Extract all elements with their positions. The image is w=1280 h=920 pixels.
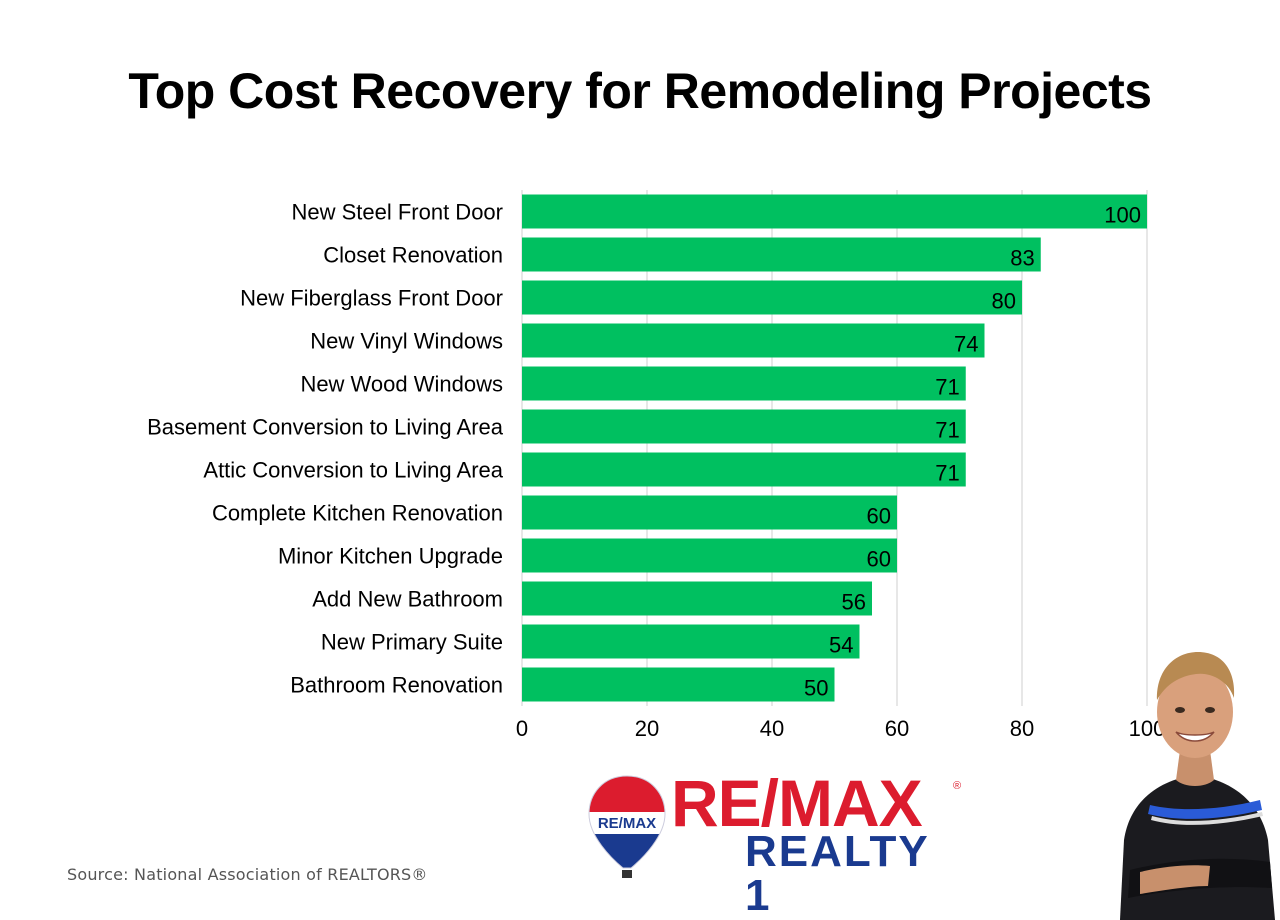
category-label-10: New Primary Suite [321, 630, 503, 655]
bar-7 [522, 495, 897, 530]
category-label-2: New Fiberglass Front Door [240, 286, 503, 311]
bar-1 [522, 237, 1041, 272]
bar-9 [522, 581, 872, 616]
value-label-0: 100 [1104, 203, 1141, 228]
x-tick-label-3: 60 [885, 716, 909, 741]
value-label-3: 74 [954, 332, 978, 357]
bar-8 [522, 538, 897, 573]
bar-3 [522, 323, 985, 358]
bar-11 [522, 667, 835, 702]
bar-5 [522, 409, 966, 444]
value-label-8: 60 [867, 547, 891, 572]
bar-0 [522, 194, 1147, 229]
value-label-5: 71 [935, 418, 959, 443]
value-label-10: 54 [829, 633, 853, 658]
category-label-7: Complete Kitchen Renovation [212, 501, 503, 526]
category-label-5: Basement Conversion to Living Area [147, 415, 504, 440]
x-tick-label-2: 40 [760, 716, 784, 741]
category-label-1: Closet Renovation [323, 243, 503, 268]
balloon-text: RE/MAX [598, 815, 656, 832]
bars [522, 194, 1147, 702]
x-tick-label-1: 20 [635, 716, 659, 741]
value-label-4: 71 [935, 375, 959, 400]
category-label-11: Bathroom Renovation [290, 673, 503, 698]
x-tick-label-0: 0 [516, 716, 528, 741]
x-tick-label-4: 80 [1010, 716, 1034, 741]
category-label-0: New Steel Front Door [291, 200, 503, 225]
category-label-6: Attic Conversion to Living Area [203, 458, 503, 483]
category-label-3: New Vinyl Windows [310, 329, 503, 354]
chart-title: Top Cost Recovery for Remodeling Project… [128, 63, 1152, 119]
brand-sub: REALTY 1 [745, 827, 929, 920]
registered-mark: ® [953, 780, 962, 792]
value-label-6: 71 [935, 461, 959, 486]
category-label-4: New Wood Windows [300, 372, 503, 397]
value-label-2: 80 [992, 289, 1016, 314]
value-label-11: 50 [804, 676, 828, 701]
bar-4 [522, 366, 966, 401]
bar-chart: New Steel Front Door Closet Renovation New… [147, 190, 1165, 741]
balloon-icon: RE/MAX [588, 775, 666, 878]
category-label-9: Add New Bathroom [312, 587, 503, 612]
agent-photo [1120, 652, 1275, 920]
category-label-8: Minor Kitchen Upgrade [278, 544, 503, 569]
x-tick-labels: 0 20 40 60 80 100 [516, 716, 1165, 741]
bar-6 [522, 452, 966, 487]
value-label-7: 60 [867, 504, 891, 529]
bar-2 [522, 280, 1022, 315]
bar-10 [522, 624, 860, 659]
remax-logo: RE/MAX RE/MAX ® REALTY 1 [585, 766, 965, 918]
grid-lines [521, 190, 1148, 706]
category-labels: New Steel Front Door Closet Renovation New… [147, 200, 504, 698]
value-label-1: 83 [1010, 246, 1034, 271]
value-label-9: 56 [842, 590, 866, 615]
source-note: Source: National Association of REALTORS… [67, 865, 428, 884]
brand-main: RE/MAX [671, 766, 923, 840]
